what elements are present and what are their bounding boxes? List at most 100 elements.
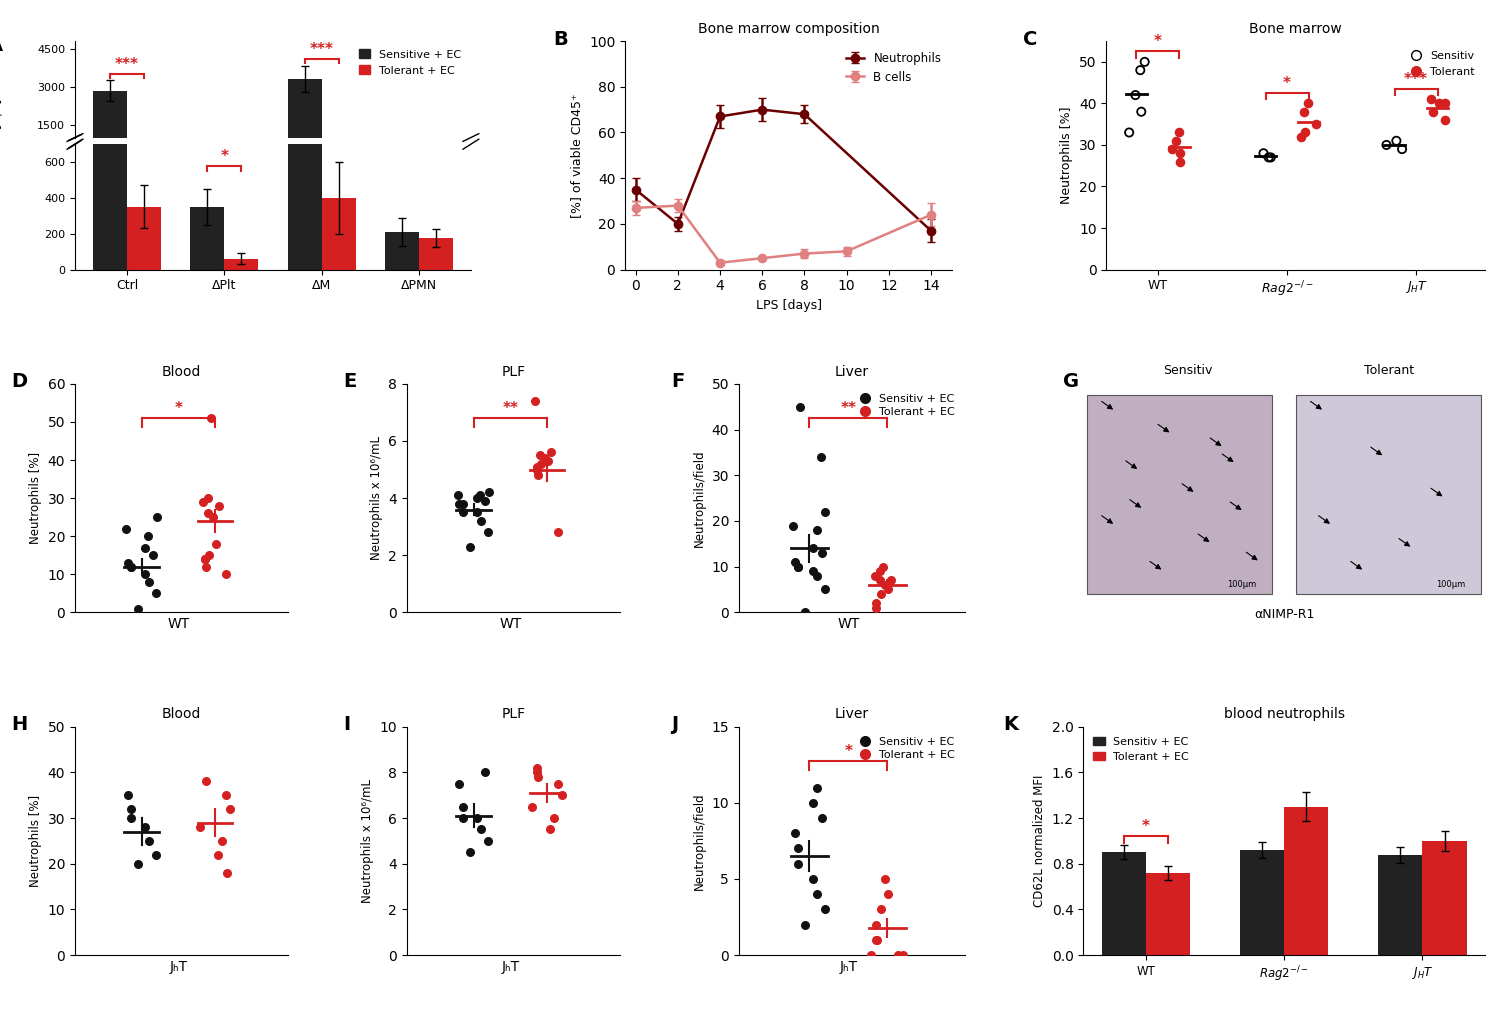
Point — [864, 931, 888, 948]
Text: *: * — [220, 149, 228, 164]
Legend: Neutrophils, B cells: Neutrophils, B cells — [842, 47, 946, 88]
Y-axis label: Neutrophils/field: Neutrophils/field — [693, 449, 706, 547]
Point — [868, 585, 892, 602]
Point — [525, 458, 549, 474]
Bar — [128, 206, 160, 270]
Point — [1374, 137, 1398, 153]
Point — [808, 449, 832, 465]
Bar — [225, 161, 258, 163]
Point — [1128, 62, 1152, 78]
Point — [1251, 145, 1275, 161]
Point — [465, 490, 489, 506]
Point — [1168, 153, 1192, 169]
Text: Tolerant: Tolerant — [1364, 364, 1413, 377]
Point — [876, 886, 900, 903]
Title: Bone marrow: Bone marrow — [1250, 22, 1342, 36]
Point — [210, 833, 234, 849]
Point — [1160, 141, 1184, 157]
Point — [801, 540, 825, 557]
Point — [813, 581, 837, 598]
Y-axis label: [%] of viable CD45⁺: [%] of viable CD45⁺ — [570, 93, 584, 218]
Text: αNIMP-R1: αNIMP-R1 — [1254, 608, 1314, 620]
Text: **: ** — [840, 401, 856, 416]
Point — [794, 916, 818, 933]
Bar — [321, 153, 356, 163]
Point — [801, 563, 825, 579]
Bar — [190, 154, 225, 163]
Point — [532, 450, 556, 466]
Title: blood neutrophils: blood neutrophils — [1224, 708, 1344, 721]
Point — [134, 539, 158, 556]
Text: *: * — [844, 744, 852, 759]
Bar — [419, 158, 453, 163]
Point — [126, 855, 150, 872]
Point — [116, 787, 140, 803]
Text: ***: *** — [309, 42, 333, 56]
Point — [810, 544, 834, 561]
Bar — [1378, 854, 1422, 955]
Point — [217, 801, 242, 817]
Point — [876, 581, 900, 598]
Point — [783, 554, 807, 570]
Point — [450, 504, 474, 521]
Point — [213, 787, 237, 803]
Legend: Sensitive + EC, Tolerant + EC: Sensitive + EC, Tolerant + EC — [354, 45, 465, 80]
Y-axis label: Neutrophils x 10⁶/mL: Neutrophils x 10⁶/mL — [370, 436, 382, 560]
Bar — [1422, 841, 1467, 955]
Title: Liver: Liver — [836, 365, 868, 379]
Point — [194, 773, 217, 790]
Point — [886, 947, 910, 963]
Point — [525, 461, 549, 478]
Point — [1167, 124, 1191, 141]
Point — [801, 871, 825, 887]
Point — [865, 931, 889, 948]
Legend: Sensitiv + EC, Tolerant + EC: Sensitiv + EC, Tolerant + EC — [849, 732, 958, 764]
Text: K: K — [1004, 715, 1019, 734]
Point — [206, 846, 230, 863]
Point — [1419, 91, 1443, 108]
Point — [118, 809, 142, 826]
Text: A: A — [0, 36, 3, 55]
Point — [786, 855, 810, 872]
Point — [136, 833, 160, 849]
Point — [538, 445, 562, 461]
Point — [528, 447, 552, 463]
Point — [468, 487, 492, 503]
Legend: Sensitiv, Tolerant: Sensitiv, Tolerant — [1401, 46, 1479, 81]
Point — [873, 577, 897, 594]
Point — [1257, 149, 1281, 165]
Point — [1384, 132, 1408, 149]
Point — [214, 865, 238, 881]
Point — [538, 822, 562, 838]
Point — [891, 947, 915, 963]
Bar — [1240, 850, 1284, 955]
Point — [1118, 124, 1142, 141]
Point — [786, 559, 810, 575]
Point — [782, 518, 806, 534]
X-axis label: LPS [days]: LPS [days] — [756, 299, 822, 312]
Point — [864, 916, 888, 933]
Point — [794, 604, 818, 620]
Point — [144, 585, 168, 602]
Point — [519, 798, 543, 814]
Bar — [1146, 873, 1190, 955]
Bar — [1296, 395, 1480, 594]
Point — [192, 494, 216, 510]
Point — [1304, 116, 1328, 132]
Point — [862, 568, 886, 584]
Point — [528, 456, 552, 472]
Point — [474, 764, 498, 781]
Point — [550, 787, 574, 803]
Point — [786, 840, 810, 857]
Point — [1390, 141, 1414, 157]
Point — [196, 547, 220, 564]
Point — [1164, 132, 1188, 149]
Y-axis label: Neutrophils [%]: Neutrophils [%] — [1060, 107, 1074, 204]
Text: J: J — [670, 715, 678, 734]
Point — [465, 504, 489, 521]
Point — [465, 809, 489, 826]
Text: B: B — [554, 30, 568, 48]
Point — [864, 600, 888, 616]
Point — [813, 503, 837, 520]
Text: Sensitiv: Sensitiv — [1162, 364, 1212, 377]
